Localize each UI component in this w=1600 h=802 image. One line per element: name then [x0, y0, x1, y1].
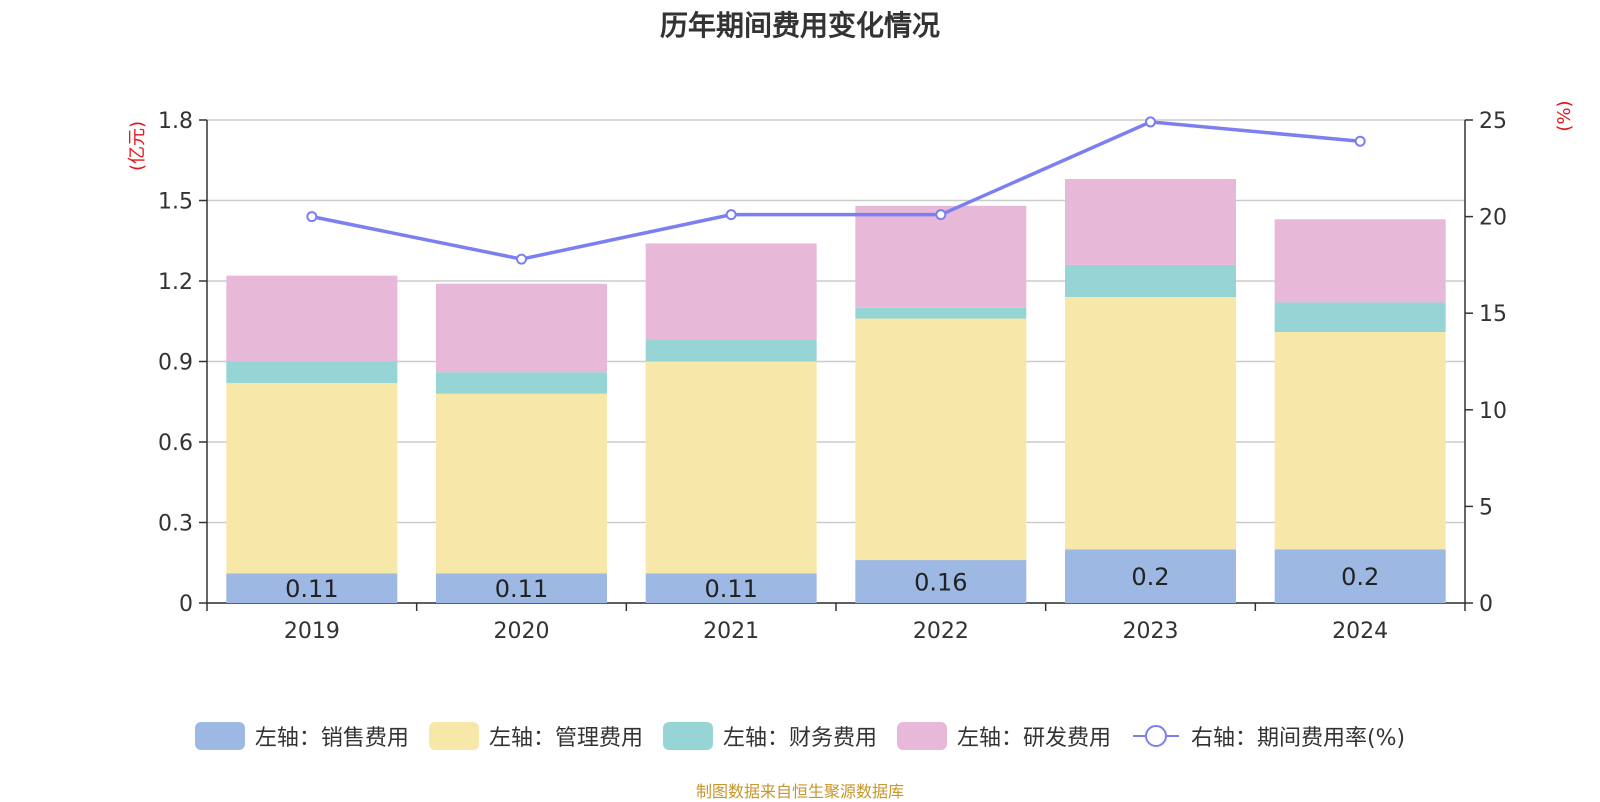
- legend-item[interactable]: 左轴：研发费用: [896, 720, 1111, 752]
- bar-segment: [855, 318, 1027, 561]
- right-axis-tick-label: 20: [1479, 206, 1507, 231]
- legend-color-swatch: [194, 722, 245, 750]
- legend-label: 左轴：管理费用: [488, 726, 643, 751]
- bar-data-label: 0.11: [285, 575, 338, 603]
- bar-segment: [855, 307, 1027, 319]
- bar-segment: [436, 283, 607, 373]
- bar-segment: [1274, 331, 1446, 550]
- bar-data-label: 0.11: [495, 575, 548, 603]
- rate-point: [1145, 116, 1156, 128]
- right-axis-tick-label: 25: [1479, 109, 1507, 134]
- data-source-note: 制图数据来自恒生聚源数据库: [695, 782, 904, 801]
- left-axis-tick-label: 0: [179, 592, 193, 617]
- right-axis-tick-label: 5: [1479, 495, 1493, 520]
- legend-line-marker-icon: [1132, 725, 1179, 747]
- legend: 左轴：销售费用 左轴：管理费用 左轴：财务费用 左轴：研发费用 右轴：期间费用率(%): [0, 720, 1600, 752]
- legend-item[interactable]: 左轴：销售费用: [194, 720, 409, 752]
- bar-data-label: 0.2: [1341, 563, 1379, 591]
- left-axis-tick-label: 0.9: [158, 351, 193, 376]
- bar-segment: [1274, 302, 1446, 332]
- legend-label: 左轴：财务费用: [722, 726, 877, 751]
- bar-data-label: 0.11: [704, 575, 757, 603]
- rate-point: [306, 211, 318, 223]
- rate-point: [935, 209, 947, 221]
- x-axis-category-label: 2021: [703, 619, 759, 644]
- rate-point: [725, 209, 737, 221]
- left-axis-unit-label: (亿元): [127, 121, 148, 171]
- legend-item[interactable]: 左轴：财务费用: [662, 720, 877, 752]
- bar-segment: [645, 361, 817, 574]
- x-axis-category-label: 2024: [1332, 619, 1388, 644]
- bar-segment: [645, 340, 817, 362]
- bar-segment: [1065, 549, 1236, 603]
- bar-segment: [1065, 297, 1236, 550]
- legend-color-swatch: [662, 722, 713, 750]
- bar-segment: [1274, 219, 1446, 303]
- right-axis-tick-label: 15: [1479, 302, 1507, 327]
- legend-item[interactable]: 左轴：管理费用: [428, 720, 643, 752]
- rate-point: [516, 253, 527, 265]
- x-axis-category-label: 2023: [1123, 619, 1179, 644]
- bar-segment: [855, 205, 1027, 308]
- bar-segment: [436, 372, 607, 394]
- x-axis-category-label: 2022: [913, 619, 969, 644]
- left-axis-tick-label: 1.8: [158, 109, 193, 134]
- bar-segment: [1065, 264, 1236, 298]
- right-axis-unit-label: (%): [1554, 100, 1575, 131]
- bar-segment: [1065, 179, 1236, 265]
- left-axis-tick-label: 1.2: [158, 270, 193, 295]
- bar-data-label: 0.2: [1131, 563, 1169, 591]
- right-axis-tick-label: 0: [1479, 592, 1493, 617]
- rate-line: [311, 120, 1361, 261]
- left-axis-tick-label: 0.6: [158, 431, 193, 456]
- legend-color-swatch: [428, 722, 479, 750]
- bar-segment: [226, 361, 398, 383]
- bar-data-label: 0.16: [914, 569, 967, 597]
- rate-point: [1354, 135, 1366, 147]
- bar-segment: [645, 573, 817, 603]
- bar-segment: [226, 573, 398, 603]
- chart-title: 历年期间费用变化情况: [659, 9, 940, 42]
- x-axis-category-label: 2020: [494, 619, 550, 644]
- bar-segment: [436, 393, 607, 574]
- legend-label: 左轴：销售费用: [254, 726, 409, 751]
- legend-label: 左轴：研发费用: [956, 726, 1111, 751]
- left-axis-tick-label: 1.5: [158, 190, 193, 215]
- legend-label: 右轴：期间费用率(%): [1190, 726, 1406, 751]
- legend-item[interactable]: 右轴：期间费用率(%): [1131, 720, 1405, 752]
- bar-segment: [855, 560, 1027, 603]
- right-axis-tick-label: 10: [1479, 399, 1507, 424]
- bar-segment: [226, 275, 398, 362]
- bar-segment: [1274, 549, 1446, 603]
- left-axis-tick-label: 0.3: [158, 512, 193, 537]
- legend-color-swatch: [896, 722, 947, 750]
- bar-segment: [226, 382, 398, 574]
- bar-segment: [436, 573, 607, 603]
- bar-segment: [645, 243, 817, 341]
- x-axis-category-label: 2019: [284, 619, 340, 644]
